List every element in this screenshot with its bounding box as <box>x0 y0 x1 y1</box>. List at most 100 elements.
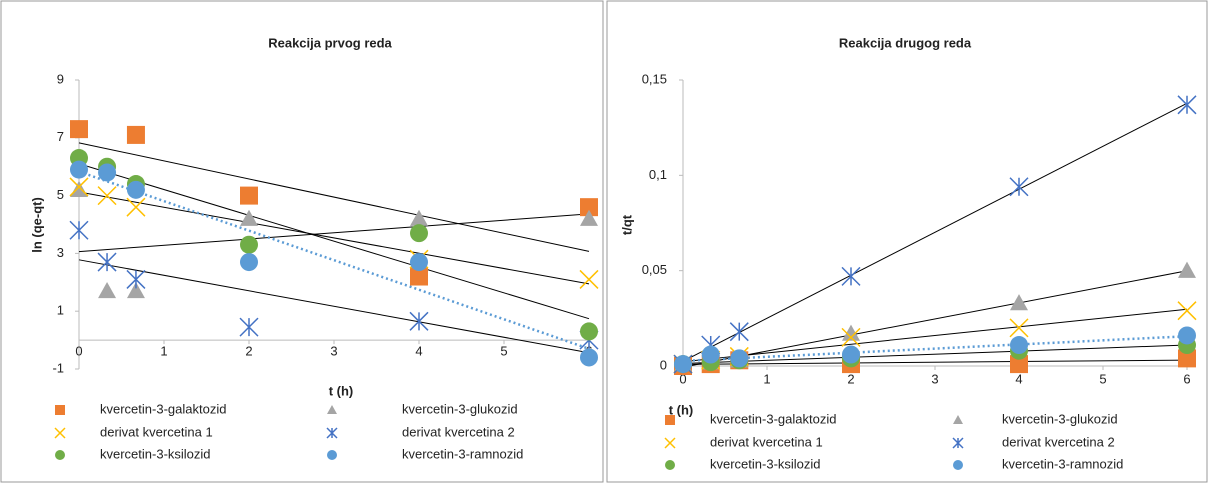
x-tick-label: 5 <box>1099 371 1106 386</box>
legend-marker <box>952 437 964 449</box>
point <box>842 345 860 364</box>
y-tick-label: 0,05 <box>642 262 667 277</box>
point <box>70 160 88 179</box>
legend-marker <box>327 450 337 460</box>
point <box>69 220 89 240</box>
legend-marker <box>327 405 337 414</box>
y-tick-label: 0 <box>660 357 667 372</box>
y-tick-label: 9 <box>57 71 64 86</box>
chart-title: Reakcija drugog reda <box>839 35 972 50</box>
y-axis-label: t/qt <box>619 214 634 235</box>
point <box>409 311 429 331</box>
x-tick-label: 6 <box>1183 371 1190 386</box>
legend-marker <box>664 437 676 449</box>
legend-marker <box>54 427 66 439</box>
y-tick-label: 3 <box>57 245 64 260</box>
point <box>580 322 598 341</box>
point <box>240 253 258 272</box>
y-tick-label: 0,15 <box>642 71 667 86</box>
legend-marker <box>665 460 675 470</box>
y-tick-label: 0,1 <box>649 167 667 182</box>
y-axis-label: ln (qe-qt) <box>29 197 44 253</box>
legend-marker <box>55 450 65 460</box>
point <box>126 197 146 217</box>
point <box>1010 355 1028 374</box>
legend-marker <box>55 405 65 415</box>
x-axis-label: t (h) <box>669 402 694 417</box>
point <box>126 269 146 289</box>
x-tick-label: 5 <box>500 343 507 358</box>
point <box>1009 177 1029 197</box>
trendline <box>682 344 1188 364</box>
legend-label: kvercetin-3-galaktozid <box>710 411 836 426</box>
point <box>580 348 598 367</box>
point <box>239 317 259 337</box>
point <box>410 267 428 286</box>
y-tick-label: -1 <box>52 360 64 375</box>
y-tick-label: 5 <box>57 187 64 202</box>
point <box>674 355 692 374</box>
legend-label: kvercetin-3-glukozid <box>402 401 518 416</box>
trendline <box>682 308 1188 363</box>
point <box>842 324 860 341</box>
trendline <box>78 259 590 354</box>
chart-title: Reakcija prvog reda <box>268 35 392 50</box>
point <box>701 345 720 364</box>
point <box>841 266 861 286</box>
trendline <box>682 359 1188 365</box>
legend-label: kvercetin-3-ksilozid <box>100 446 211 461</box>
point <box>240 186 258 205</box>
legend-label: kvercetin-3-galaktozid <box>100 401 226 416</box>
point <box>1178 326 1196 345</box>
x-tick-label: 2 <box>245 343 252 358</box>
point <box>97 186 117 206</box>
trendline <box>682 334 1188 363</box>
x-tick-label: 1 <box>160 343 167 358</box>
point <box>240 209 258 226</box>
panel-border <box>0 0 604 483</box>
point <box>1178 261 1196 278</box>
legend-label: derivat kvercetina 1 <box>100 424 213 439</box>
legend-label: derivat kvercetina 1 <box>710 434 823 449</box>
point <box>410 253 428 272</box>
x-tick-label: 3 <box>330 343 337 358</box>
point <box>729 322 749 342</box>
legend-label: derivat kvercetina 2 <box>402 424 515 439</box>
point <box>70 180 88 198</box>
legend-label: kvercetin-3-glukozid <box>1002 411 1118 426</box>
trendline <box>78 213 590 253</box>
x-tick-label: 3 <box>931 371 938 386</box>
point <box>1177 301 1197 321</box>
point <box>410 224 428 243</box>
x-tick-label: 2 <box>847 371 854 386</box>
trendline <box>682 102 1188 362</box>
point <box>580 209 598 226</box>
legend-marker <box>665 415 675 425</box>
panel-border <box>606 0 1208 483</box>
trendline <box>78 163 590 320</box>
point <box>98 281 117 299</box>
point <box>579 269 599 289</box>
point <box>1010 336 1028 355</box>
legend-marker <box>953 460 963 470</box>
point <box>580 198 598 217</box>
trendline <box>78 142 590 252</box>
legend-marker <box>326 427 338 439</box>
legend-marker <box>953 415 963 424</box>
y-tick-label: 1 <box>57 303 64 318</box>
point <box>126 180 145 199</box>
point <box>69 177 89 197</box>
point <box>1177 95 1197 115</box>
x-tick-label: 0 <box>75 343 82 358</box>
point <box>410 209 428 226</box>
y-tick-label: 7 <box>57 129 64 144</box>
point <box>1178 349 1196 368</box>
legend-label: kvercetin-3-ramnozid <box>1002 456 1123 471</box>
point <box>240 235 258 254</box>
point <box>730 349 749 368</box>
x-tick-label: 0 <box>679 371 686 386</box>
point <box>126 125 145 144</box>
x-tick-label: 4 <box>415 343 422 358</box>
x-tick-label: 1 <box>763 371 770 386</box>
